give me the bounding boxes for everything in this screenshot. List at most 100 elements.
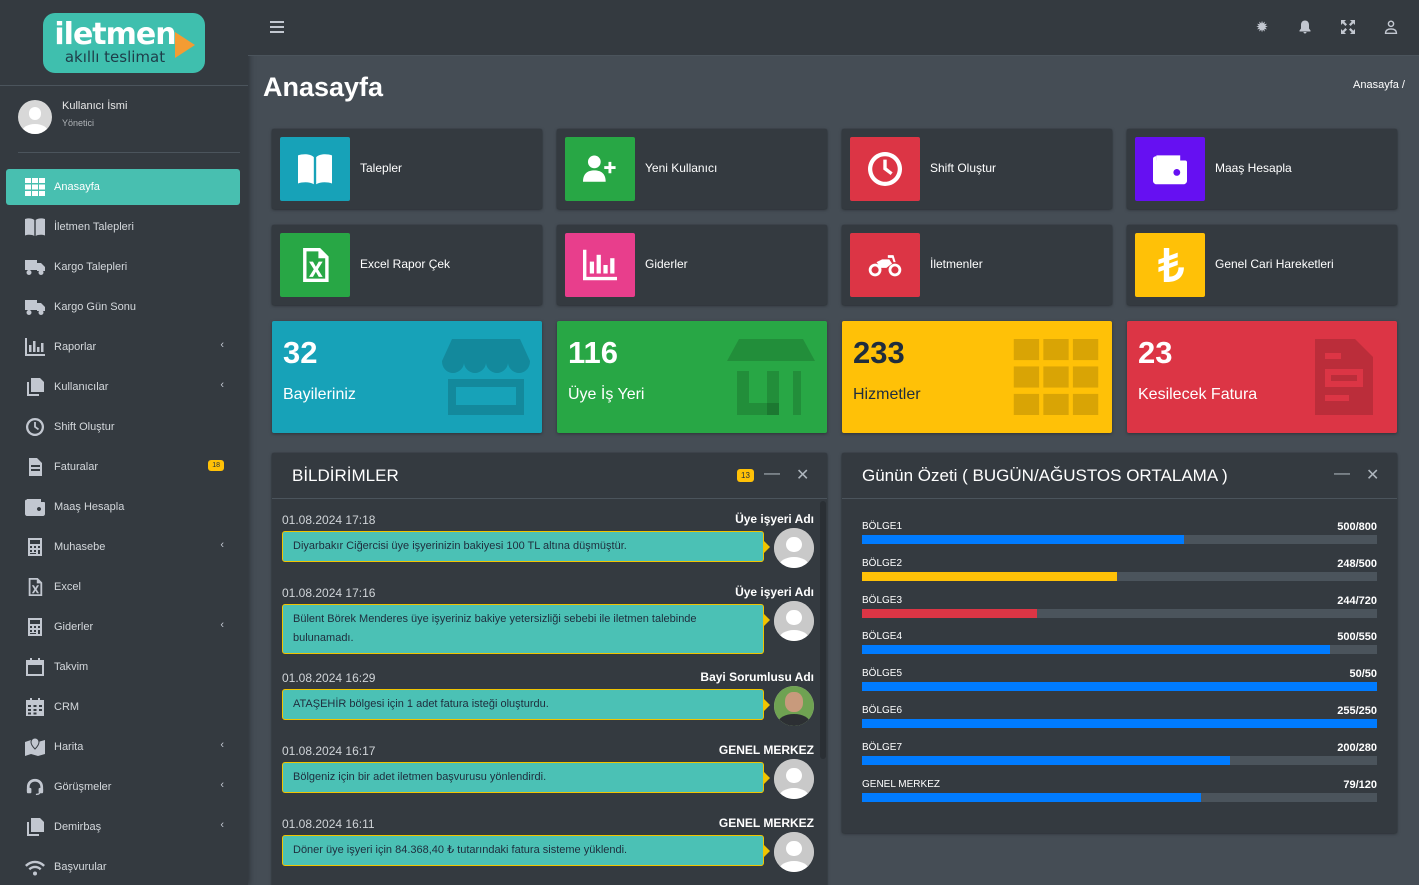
truck-icon: [24, 298, 46, 316]
sidebar-item-5[interactable]: Kullanıcılar ‹: [6, 369, 240, 405]
map-icon: [25, 738, 45, 756]
stat-card-2[interactable]: 233 Hizmetler: [842, 321, 1112, 433]
progress-fill: [862, 718, 1377, 728]
collapse-icon[interactable]: —: [1334, 465, 1350, 482]
clock-icon: [24, 418, 46, 436]
fullscreen-button[interactable]: [1336, 15, 1360, 39]
sidebar-item-15[interactable]: Görüşmeler ‹: [6, 769, 240, 805]
notifications-button[interactable]: [1293, 15, 1317, 39]
wallet-icon: [25, 498, 45, 516]
summary-row: BÖLGE7 200/280: [862, 738, 1377, 775]
collapse-icon[interactable]: —: [764, 465, 780, 482]
notification-text: ATAŞEHİR bölgesi için 1 adet fatura iste…: [282, 689, 770, 720]
stat-label: Üye İş Yeri: [568, 386, 645, 403]
sidebar-item-2[interactable]: Kargo Talepleri: [6, 249, 240, 285]
sidebar-item-9[interactable]: Muhasebe ‹: [6, 529, 240, 565]
avatar-placeholder-icon: [774, 601, 814, 641]
sidebar-item-10[interactable]: Excel: [6, 569, 240, 605]
copy-icon: [24, 378, 46, 396]
sidebar-item-8[interactable]: Maaş Hesapla: [6, 489, 240, 525]
copy-icon: [25, 818, 45, 836]
sidebar-badge: 18: [208, 460, 224, 471]
close-icon[interactable]: ✕: [1366, 467, 1380, 484]
quick-card-6[interactable]: İletmenler: [842, 225, 1112, 305]
invoice-icon: [1297, 339, 1385, 415]
sidebar-item-11[interactable]: Giderler ‹: [6, 609, 240, 645]
quick-card-5[interactable]: Giderler: [557, 225, 827, 305]
sidebar-item-4[interactable]: Raporlar ‹: [6, 329, 240, 365]
notifications-list: 01.08.2024 17:18 Üye işyeri Adı Diyarbakır…: [282, 509, 814, 885]
progress-track: [862, 571, 1377, 581]
bars-icon: [270, 20, 284, 34]
notification-item[interactable]: 01.08.2024 16:11 GENEL MERKEZ Döner üye iş…: [282, 813, 814, 873]
region-value: 50/50: [1349, 668, 1377, 681]
sidebar-item-label: Demirbaş: [54, 821, 102, 833]
quick-card-1[interactable]: Yeni Kullanıcı: [557, 129, 827, 209]
sender-avatar: [774, 601, 814, 641]
copy-icon: [24, 818, 46, 836]
grid-icon: [25, 178, 45, 196]
sidebar-item-3[interactable]: Kargo Gün Sonu: [6, 289, 240, 325]
theme-toggle-button[interactable]: ✹: [1250, 15, 1274, 39]
notification-item[interactable]: 01.08.2024 16:17 GENEL MERKEZ Bölgeniz içi…: [282, 740, 814, 800]
notification-time: 01.08.2024 16:17: [282, 744, 376, 758]
sidebar-item-17[interactable]: Başvurular: [6, 849, 240, 885]
close-icon[interactable]: ✕: [796, 467, 810, 484]
sidebar-item-7[interactable]: Faturalar 18: [6, 449, 240, 485]
region-name: BÖLGE6: [862, 704, 903, 716]
region-name: BÖLGE1: [862, 521, 903, 532]
progress-fill: [862, 608, 1037, 618]
sender-avatar: [774, 686, 814, 726]
wallet-icon: [1153, 152, 1187, 186]
chevron-left-icon: ‹: [220, 739, 224, 751]
region-name: GENEL MERKEZ: [862, 778, 940, 790]
chevron-left-icon: ‹: [220, 339, 224, 351]
menu-toggle-button[interactable]: [265, 15, 289, 39]
summary-header: Günün Özeti ( BUGÜN/AĞUSTOS ORTALAMA ) —…: [842, 453, 1397, 499]
headset-icon: [25, 778, 45, 796]
sidebar-item-12[interactable]: Takvim: [6, 649, 240, 685]
quick-card-3[interactable]: Maaş Hesapla: [1127, 129, 1397, 209]
avatar-placeholder-icon: [774, 832, 814, 872]
sidebar-item-0[interactable]: Anasayfa: [6, 169, 240, 205]
summary-panel: Günün Özeti ( BUGÜN/AĞUSTOS ORTALAMA ) —…: [842, 453, 1397, 833]
quick-card-label: İletmenler: [930, 257, 983, 271]
region-value: 200/280: [1337, 741, 1377, 754]
sidebar-item-16[interactable]: Demirbaş ‹: [6, 809, 240, 845]
notification-sender: Üye işyeri Adı: [735, 585, 814, 599]
expand-icon: [1341, 20, 1355, 34]
sidebar-item-14[interactable]: Harita ‹: [6, 729, 240, 765]
notification-item[interactable]: 01.08.2024 16:29 Bayi Sorumlusu Adı ATAŞEH…: [282, 667, 814, 727]
stat-card-3[interactable]: 23 Kesilecek Fatura: [1127, 321, 1397, 433]
sidebar-item-label: Giderler: [54, 621, 94, 633]
notification-item[interactable]: 01.08.2024 17:16 Üye işyeri Adı Bülent Bör…: [282, 582, 814, 654]
user-name[interactable]: Kullanıcı İsmi: [62, 100, 128, 112]
quick-card-4[interactable]: Excel Rapor Çek: [272, 225, 542, 305]
notification-item[interactable]: 01.08.2024 17:18 Üye işyeri Adı Diyarbakır…: [282, 509, 814, 569]
sidebar-item-6[interactable]: Shift Oluştur: [6, 409, 240, 445]
sidebar-item-13[interactable]: CRM: [6, 689, 240, 725]
brand-logo[interactable]: iletmen akıllı teslimat: [43, 12, 205, 73]
sidebar-item-label: Kargo Talepleri: [54, 261, 128, 273]
quick-card-7[interactable]: Genel Cari Hareketleri: [1127, 225, 1397, 305]
user-menu-button[interactable]: [1379, 15, 1403, 39]
breadcrumb[interactable]: Anasayfa /: [1353, 79, 1405, 91]
book-icon: [298, 152, 332, 186]
copy-icon: [25, 378, 45, 396]
region-value: 79/120: [1343, 778, 1377, 791]
notifications-scrollbar[interactable]: [820, 501, 826, 759]
user-panel[interactable]: Kullanıcı İsmi Yönetici: [18, 96, 240, 153]
excel-icon: [280, 233, 350, 297]
chevron-left-icon: ‹: [220, 379, 224, 391]
calculator-icon: [25, 618, 45, 636]
notification-sender: Üye işyeri Adı: [735, 512, 814, 526]
lira-icon: [1153, 248, 1187, 282]
notification-text: Diyarbakır Ciğercisi üye işyerinizin bak…: [282, 531, 770, 562]
stat-card-1[interactable]: 116 Üye İş Yeri: [557, 321, 827, 433]
stat-card-0[interactable]: 32 Bayileriniz: [272, 321, 542, 433]
quick-card-0[interactable]: Talepler: [272, 129, 542, 209]
sidebar-item-1[interactable]: İletmen Talepleri: [6, 209, 240, 245]
book-icon: [24, 218, 46, 236]
quick-card-2[interactable]: Shift Oluştur: [842, 129, 1112, 209]
sidebar-nav: Anasayfa İletmen Talepleri Kargo Talepleri…: [6, 169, 240, 885]
